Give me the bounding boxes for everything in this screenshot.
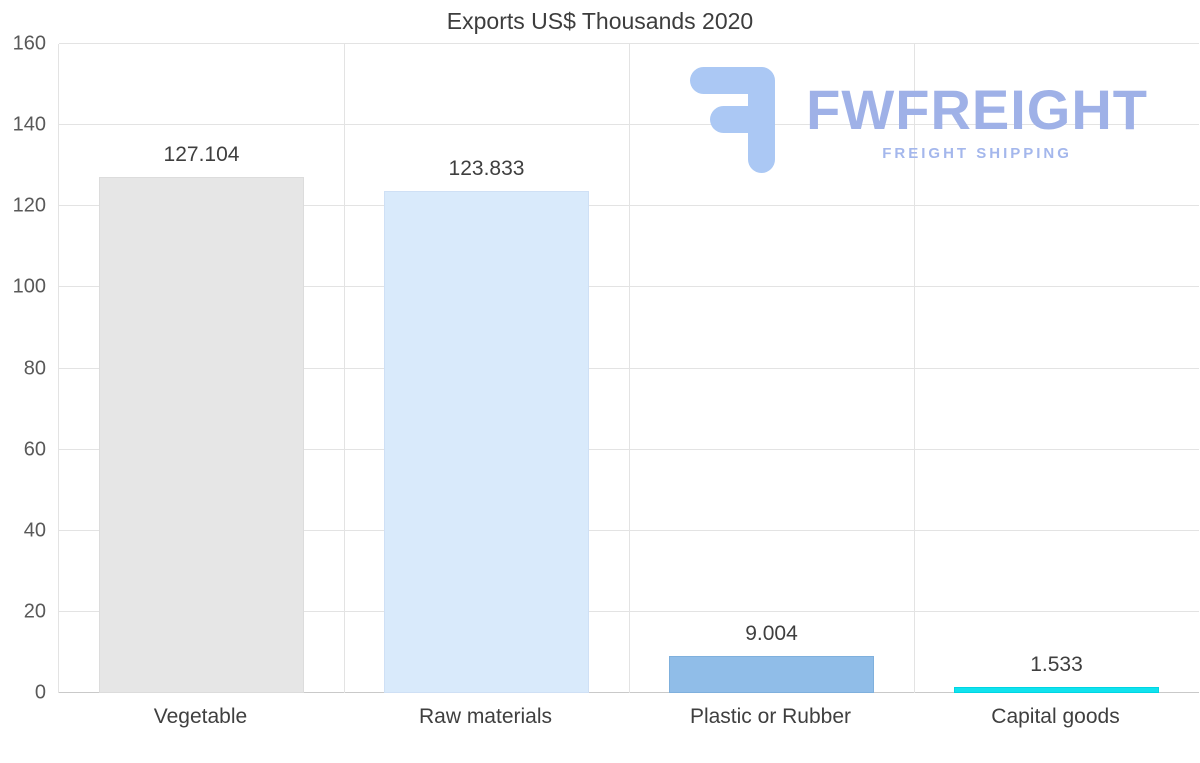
y-tick-label-140: 140 [12,113,46,136]
bar-plastic-or-rubber [668,656,875,693]
gridline-x-2 [629,44,630,693]
gridline-y-160 [59,43,1199,44]
bar-column-0: 127.104 [59,44,344,693]
y-tick-label-0: 0 [34,681,46,704]
gridline-x-1 [344,44,345,693]
value-label-0: 127.104 [163,143,240,167]
y-tick-label-20: 20 [23,600,46,623]
x-tick-label-capital-goods: Capital goods [991,705,1120,728]
x-tick-label-raw-materials: Raw materials [418,705,553,728]
y-tick-label-80: 80 [23,357,46,379]
bar-column-3: 1.533 [914,44,1199,693]
y-tick-label-120: 120 [12,194,46,217]
value-label-3: 1.533 [1030,652,1083,676]
y-tick-label-60: 60 [23,438,46,461]
value-label-2: 9.004 [745,622,798,646]
x-tick-label-vegetable: Vegetable [153,705,248,728]
y-tick-label-100: 100 [12,275,46,298]
fwfreight-logo: FWFREIGHT FREIGHT SHIPPING [688,62,1148,181]
gridline-x-3 [914,44,915,693]
logo-text-block: FWFREIGHT FREIGHT SHIPPING [806,77,1148,163]
y-tick-label-160: 160 [12,32,46,55]
x-tick-label-plastic-or-rubber: Plastic or Rubber [689,705,852,728]
y-tick-label-40: 40 [23,519,46,542]
plot-area: 127.104 123.833 9.004 1.533 [58,43,1199,693]
bar-raw-materials [383,190,590,693]
logo-tagline: FREIGHT SHIPPING [882,145,1072,163]
bar-column-1: 123.833 [344,44,629,693]
bar-capital-goods [953,686,1160,693]
fwfreight-f-mark-icon [688,62,780,181]
logo-wordmark: FWFREIGHT [806,77,1148,141]
bar-column-2: 9.004 [629,44,914,693]
chart-title: Exports US$ Thousands 2020 [446,8,754,34]
bar-vegetable [98,177,305,693]
value-label-1: 123.833 [448,156,525,180]
